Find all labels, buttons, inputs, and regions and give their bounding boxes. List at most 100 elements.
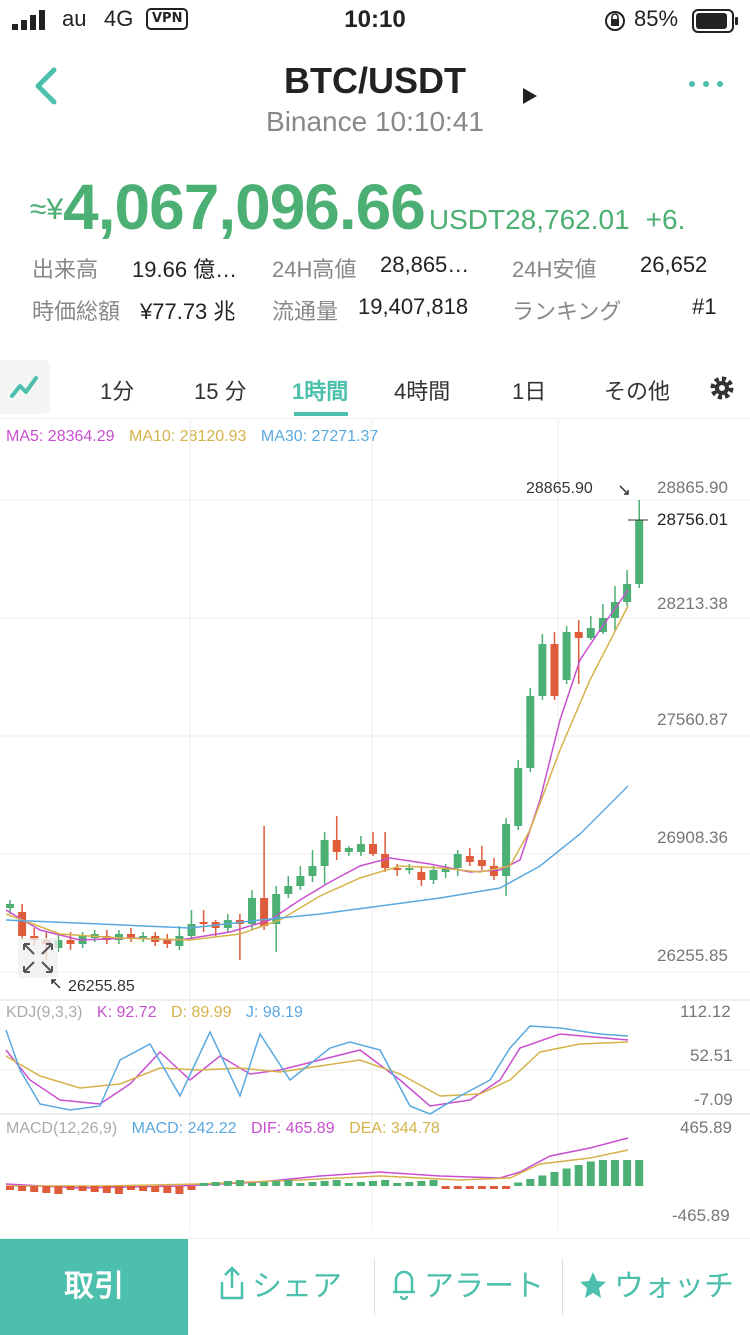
- trade-button[interactable]: 取引: [0, 1239, 188, 1335]
- candle-body: [272, 894, 281, 924]
- macd-histogram-bar: [211, 1182, 220, 1186]
- macd-histogram-bar: [320, 1181, 329, 1186]
- stat-value-24h-high: 28,865…: [380, 252, 470, 277]
- macd-histogram-bar: [30, 1186, 39, 1192]
- tab-15min[interactable]: 15 分: [194, 379, 247, 404]
- macd-histogram-bar: [163, 1186, 172, 1193]
- macd-axis-label: 465.89: [680, 1118, 732, 1137]
- kdj-j-line: [5, 1025, 629, 1115]
- macd-histogram-bar: [453, 1186, 462, 1189]
- stat-value-volume: 19.66 億…: [132, 257, 238, 282]
- jpy-price: 4,067,096.66: [63, 171, 426, 243]
- bell-icon: [393, 1270, 415, 1301]
- chart-grid: [0, 420, 750, 1230]
- macd-axis-label: -465.89: [672, 1206, 730, 1225]
- candle-body: [538, 644, 547, 696]
- watch-label: ウォッチ: [614, 1270, 734, 1303]
- chart-type-button[interactable]: [0, 360, 50, 414]
- candle-body: [102, 936, 111, 940]
- candle-body: [369, 844, 377, 854]
- candle-body: [453, 854, 462, 868]
- price-change: +6.: [645, 204, 686, 235]
- stat-label-supply: 流通量: [272, 299, 339, 324]
- tab-4hour[interactable]: 4時間: [394, 379, 451, 404]
- stat-label-ranking: ランキング: [512, 299, 622, 324]
- stat-value-supply: 19,407,818: [358, 294, 469, 319]
- stat-label-market-cap: 時価総額: [32, 299, 121, 324]
- candle-body: [114, 934, 123, 940]
- stat-value-24h-low: 26,652: [640, 252, 708, 277]
- stat-label-volume: 出来高: [32, 257, 99, 282]
- candle-body: [187, 924, 196, 936]
- network-label: 4G: [104, 6, 134, 31]
- candles: [6, 500, 644, 960]
- macd-histogram-bar: [550, 1172, 559, 1186]
- stat-label-24h-high: 24H高値: [272, 257, 357, 282]
- candle-body: [405, 868, 414, 870]
- candle-body: [127, 934, 135, 938]
- play-icon[interactable]: [520, 86, 540, 106]
- kdj-legend: KDJ(9,3,3) K: 92.72 D: 89.99 J: 98.19: [6, 1004, 303, 1022]
- kdj-d-line: [5, 1041, 629, 1097]
- macd-histogram-bar: [248, 1183, 256, 1186]
- ellipsis-icon[interactable]: [686, 78, 726, 90]
- candle-body: [284, 886, 293, 894]
- expand-icon[interactable]: [18, 938, 58, 978]
- star-icon: [580, 1272, 606, 1298]
- macd-histogram-bar: [502, 1186, 511, 1189]
- alert-button[interactable]: アラート: [390, 1239, 544, 1335]
- candlestick-chart[interactable]: [0, 420, 750, 1238]
- macd-histogram-bar: [102, 1186, 111, 1193]
- share-button[interactable]: シェア: [218, 1239, 342, 1335]
- candle-body: [514, 768, 523, 826]
- tab-1hour[interactable]: 1時間: [292, 379, 349, 404]
- macd-histogram-bar: [562, 1168, 571, 1186]
- stat-value-market-cap: ¥77.73 兆: [140, 299, 236, 324]
- macd-histogram-bar: [490, 1186, 498, 1189]
- macd-histogram-bar: [598, 1160, 607, 1186]
- ma10-line: [5, 605, 629, 941]
- stat-value-ranking: #1: [692, 294, 717, 319]
- status-bar: au 4G VPN 10:10 85%: [0, 0, 750, 42]
- carrier-label: au: [62, 6, 87, 31]
- watch-button[interactable]: ウォッチ: [578, 1239, 734, 1335]
- tab-1day[interactable]: 1日: [512, 379, 547, 404]
- macd-histogram-bar: [296, 1183, 305, 1186]
- macd-histogram-bar: [344, 1183, 353, 1186]
- quote-unit: USDT: [428, 204, 506, 235]
- candle-body: [393, 868, 402, 870]
- macd-dea: DEA: 344.78: [349, 1120, 440, 1137]
- back-chevron-left-icon[interactable]: [30, 66, 60, 106]
- line-chart-icon: [10, 376, 38, 398]
- kdj-k: K: 92.72: [96, 1004, 157, 1021]
- candle-body: [66, 940, 75, 944]
- macd-histogram-bar: [538, 1175, 547, 1186]
- ma30-line: [5, 785, 629, 929]
- macd-histogram-bar: [151, 1186, 160, 1192]
- macd-histogram-bar: [356, 1182, 365, 1186]
- candle-body: [586, 628, 595, 638]
- high-annotation: 28865.90: [526, 480, 593, 497]
- interval-tabs: 1分 15 分 1時間 4時間 1日 その他: [0, 360, 750, 419]
- bottom-action-bar: 取引 シェア アラート ウォッチ: [0, 1238, 750, 1335]
- ma10-value: MA10: 28120.93: [128, 428, 247, 445]
- macd-legend: MACD(12,26,9) MACD: 242.22 DIF: 465.89 D…: [6, 1120, 440, 1138]
- macd-histogram-bar: [18, 1186, 27, 1191]
- gear-icon[interactable]: [708, 374, 736, 402]
- low-arrow-icon: [51, 979, 61, 989]
- price-axis-label: 28213.38: [657, 594, 728, 613]
- battery-icon: [692, 9, 738, 33]
- macd-histogram-bar: [611, 1160, 619, 1186]
- candle-body: [611, 602, 619, 618]
- signal-icon: [12, 10, 45, 30]
- candle-body: [526, 696, 535, 768]
- macd-name: MACD(12,26,9): [6, 1120, 118, 1137]
- candle-body: [199, 922, 208, 924]
- macd-histogram-bar: [127, 1186, 135, 1190]
- candle-body: [429, 870, 438, 880]
- tab-1min[interactable]: 1分: [100, 379, 135, 404]
- divider: [374, 1259, 375, 1315]
- macd-histogram-bar: [54, 1186, 63, 1194]
- macd-histogram-bar: [139, 1186, 148, 1191]
- tab-other[interactable]: その他: [604, 379, 671, 404]
